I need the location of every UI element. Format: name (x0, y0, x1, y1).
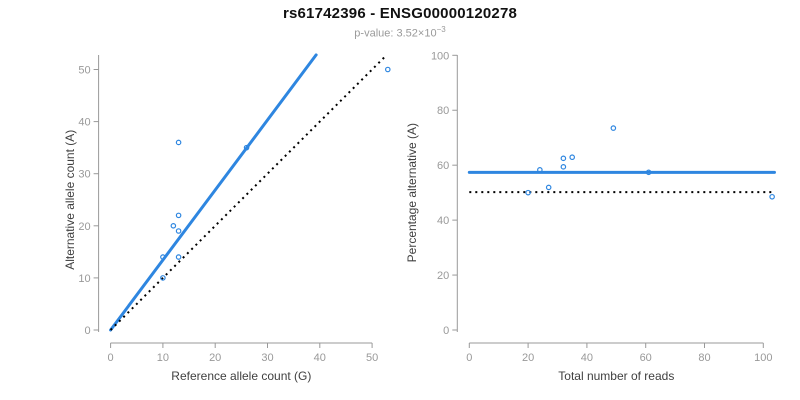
y-tick-label: 50 (78, 65, 90, 77)
data-point (537, 167, 543, 173)
x-axis-title: Total number of reads (558, 369, 674, 383)
y-tick-label: 40 (78, 117, 90, 129)
x-tick-label: 0 (108, 352, 114, 364)
y-tick-label: 0 (84, 325, 90, 337)
x-tick-label: 10 (157, 352, 169, 364)
data-point (560, 155, 567, 162)
pvalue-text: p-value: 3.52×10 (354, 27, 437, 40)
x-tick-label: 40 (581, 352, 593, 364)
data-point (645, 169, 652, 176)
y-tick-label: 40 (437, 215, 449, 227)
x-tick-label: 20 (209, 352, 221, 364)
identity-line (109, 54, 388, 331)
data-point (160, 254, 166, 260)
y-tick-label: 20 (78, 221, 90, 233)
data-point (175, 212, 182, 219)
data-point (243, 144, 250, 151)
x-axis-title: Reference allele count (G) (171, 369, 311, 383)
data-point (175, 254, 182, 260)
y-axis-title: Percentage alternative (A) (405, 123, 419, 262)
y-tick-label: 100 (431, 50, 449, 62)
pvalue-exponent: −3 (436, 25, 446, 34)
figure-title: rs61742396 - ENSG00000120278 (282, 5, 518, 22)
y-tick-label: 30 (78, 169, 90, 181)
data-point (560, 164, 567, 170)
x-tick-label: 20 (522, 352, 534, 364)
x-tick-label: 100 (754, 352, 772, 364)
data-point (384, 66, 391, 73)
data-point (160, 275, 166, 281)
right-scatter-plot: 0 20 40 60 80 100 0 20 40 60 80 100 Total number of … (405, 50, 776, 383)
data-point (769, 193, 775, 200)
data-point (610, 125, 617, 131)
x-tick-label: 30 (261, 352, 273, 364)
y-tick-label: 20 (437, 270, 449, 282)
data-point (170, 223, 177, 229)
x-tick-label: 0 (466, 352, 472, 364)
data-point (175, 228, 182, 234)
data-point (569, 154, 576, 161)
y-tick-label: 10 (78, 273, 90, 285)
x-tick-label: 60 (640, 352, 652, 364)
y-tick-label: 0 (443, 325, 449, 337)
fit-line (109, 53, 318, 332)
x-tick-label: 50 (366, 352, 378, 364)
y-tick-label: 80 (437, 105, 449, 117)
y-axis-title: Alternative allele count (A) (63, 130, 77, 270)
x-tick-label: 40 (314, 352, 326, 364)
data-point (525, 189, 531, 196)
left-scatter-plot: 0 10 20 30 40 50 0 10 20 30 40 50 Reference allele c… (63, 53, 391, 383)
data-point (175, 139, 182, 146)
figure-subtitle: p-value: 3.52×10−3 (0, 25, 800, 40)
data-point (545, 184, 552, 191)
y-tick-label: 60 (437, 160, 449, 172)
x-tick-label: 80 (698, 352, 710, 364)
